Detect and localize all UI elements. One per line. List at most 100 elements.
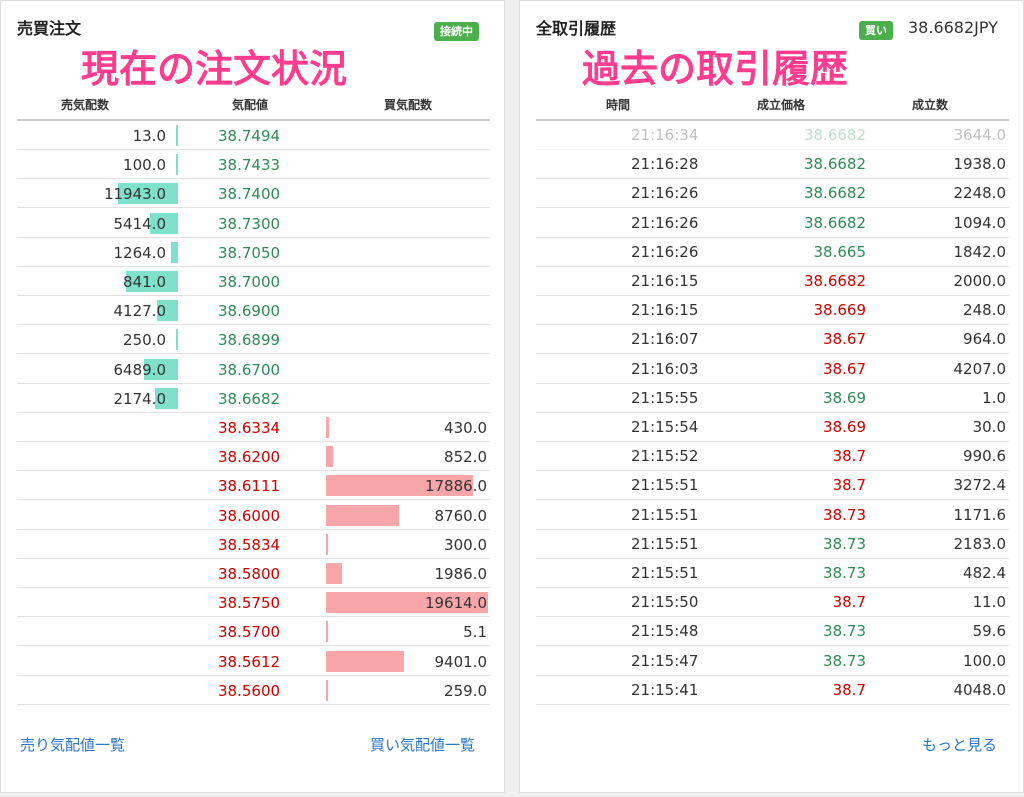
trade-row: 21:15:51 38.7 3272.4 [536,470,1009,501]
ask-price: 38.7300 [218,214,281,233]
trade-row: 21:15:48 38.73 59.6 [536,616,1009,647]
trade-qty: 1171.6 [953,505,1007,524]
trade-qty: 1094.0 [953,213,1007,232]
more-link[interactable]: もっと見る [922,736,998,754]
ask-row[interactable]: 11943.0 38.7400 [17,178,490,209]
trade-price: 38.73 [823,534,866,553]
bid-depth-bar [326,504,399,526]
trade-price: 38.67 [823,330,866,349]
trade-qty: 4048.0 [953,680,1007,699]
trade-qty: 248.0 [963,301,1006,320]
bid-row[interactable]: 38.5600 259.0 [17,675,490,705]
bid-depth-bar [326,679,329,701]
trade-price: 38.73 [823,651,866,670]
ask-qty: 1264.0 [113,243,167,262]
trade-qty: 3272.4 [953,476,1007,495]
trade-time: 21:16:07 [631,330,699,349]
ask-row[interactable]: 6489.0 38.6700 [17,354,490,384]
sell-quotes-link[interactable]: 売り気配値一覧 [20,736,126,754]
ask-depth-bar [118,183,178,205]
bid-row[interactable]: 38.6334 430.0 [17,412,490,442]
ask-row[interactable]: 841.0 38.7000 [17,266,490,296]
trade-time: 21:15:51 [631,476,699,495]
bid-row[interactable]: 38.6000 8760.0 [17,500,490,530]
bid-price: 38.5600 [218,681,281,700]
trade-qty: 1842.0 [953,242,1007,261]
trade-time: 21:16:34 [631,126,699,144]
ask-price: 38.6899 [218,331,281,350]
ask-qty: 13.0 [132,127,166,145]
bid-price: 38.6334 [218,419,281,437]
trade-time: 21:16:26 [631,242,699,261]
ask-depth-bar [150,212,178,234]
trade-price: 38.6682 [803,272,866,290]
bid-price: 38.5834 [218,535,281,554]
trade-row: 21:15:52 38.7 990.6 [536,441,1009,472]
order-book-panel: 売買注文 接続中 現在の注文状況 売気配数 気配値 買気配数 13.0 38.74… [0,0,505,793]
ask-row[interactable]: 250.0 38.6899 [17,324,490,355]
trade-qty: 2183.0 [953,534,1007,553]
bid-row[interactable]: 38.5834 300.0 [17,529,490,559]
trade-row: 21:16:15 38.669 248.0 [536,295,1009,326]
bid-depth-bar [326,592,488,614]
bid-depth-bar [326,621,328,643]
bid-row[interactable]: 38.5800 1986.0 [17,558,490,588]
ask-depth-bar [176,329,178,351]
trade-row: 21:16:15 38.6682 2000.0 [536,266,1009,296]
bid-price: 38.5612 [218,652,281,671]
ask-row[interactable]: 100.0 38.7433 [17,149,490,180]
trade-row: 21:15:47 38.73 100.0 [536,646,1009,676]
ask-row[interactable]: 13.0 38.7494 [17,120,490,150]
trade-time: 21:15:51 [631,564,699,582]
trade-price: 38.67 [823,359,866,378]
trade-time: 21:15:47 [631,651,699,670]
trade-qty: 59.6 [972,622,1006,641]
trade-price: 38.6682 [803,126,866,144]
ask-depth-bar [176,125,178,146]
trade-row: 21:16:26 38.665 1842.0 [536,237,1009,267]
trade-price: 38.69 [823,388,866,407]
trade-time: 21:16:28 [631,155,699,174]
trade-qty: 482.4 [963,564,1006,582]
bid-depth-bar [326,417,330,438]
trade-row: 21:16:03 38.67 4207.0 [536,354,1009,384]
trade-row: 21:15:51 38.73 1171.6 [536,500,1009,530]
bid-qty: 1986.0 [434,565,488,583]
trade-price: 38.7 [832,447,866,466]
ask-qty-header: 売気配数 [61,98,110,112]
bid-qty: 17886.0 [424,477,487,496]
bid-row[interactable]: 38.6111 17886.0 [17,470,490,501]
bid-row[interactable]: 38.5700 5.1 [17,616,490,647]
trade-price: 38.7 [832,476,866,495]
ask-qty: 2174.0 [113,389,167,408]
bid-depth-bar [326,475,474,497]
bid-depth-bar [326,446,334,468]
ask-row[interactable]: 4127.0 38.6900 [17,295,490,326]
trade-qty: 2000.0 [953,272,1007,290]
trade-history-title: 全取引履歴 [536,19,617,38]
bid-price: 38.6111 [218,477,281,496]
header-divider [17,119,490,121]
buy-quotes-link[interactable]: 買い気配値一覧 [370,736,476,754]
bid-row[interactable]: 38.5750 19614.0 [17,587,490,618]
bid-row[interactable]: 38.5612 9401.0 [17,646,490,676]
ask-qty: 250.0 [123,331,166,350]
trade-price: 38.6682 [803,155,866,174]
bid-price: 38.5800 [218,565,281,583]
trade-price: 38.69 [823,418,866,436]
trade-time: 21:15:51 [631,534,699,553]
trade-qty: 1938.0 [953,155,1007,174]
ask-row[interactable]: 5414.0 38.7300 [17,208,490,238]
ask-row[interactable]: 2174.0 38.6682 [17,383,490,413]
ask-depth-bar [155,387,178,409]
trade-price: 38.73 [823,564,866,582]
ask-qty: 11943.0 [103,185,166,204]
trade-time: 21:15:55 [631,388,699,407]
history-header-divider [536,119,1009,121]
trade-price: 38.669 [813,301,867,320]
bid-depth-bar [326,533,329,555]
trade-price: 38.7 [832,593,866,612]
bid-row[interactable]: 38.6200 852.0 [17,441,490,472]
ask-row[interactable]: 1264.0 38.7050 [17,237,490,267]
trade-qty: 100.0 [963,651,1006,670]
